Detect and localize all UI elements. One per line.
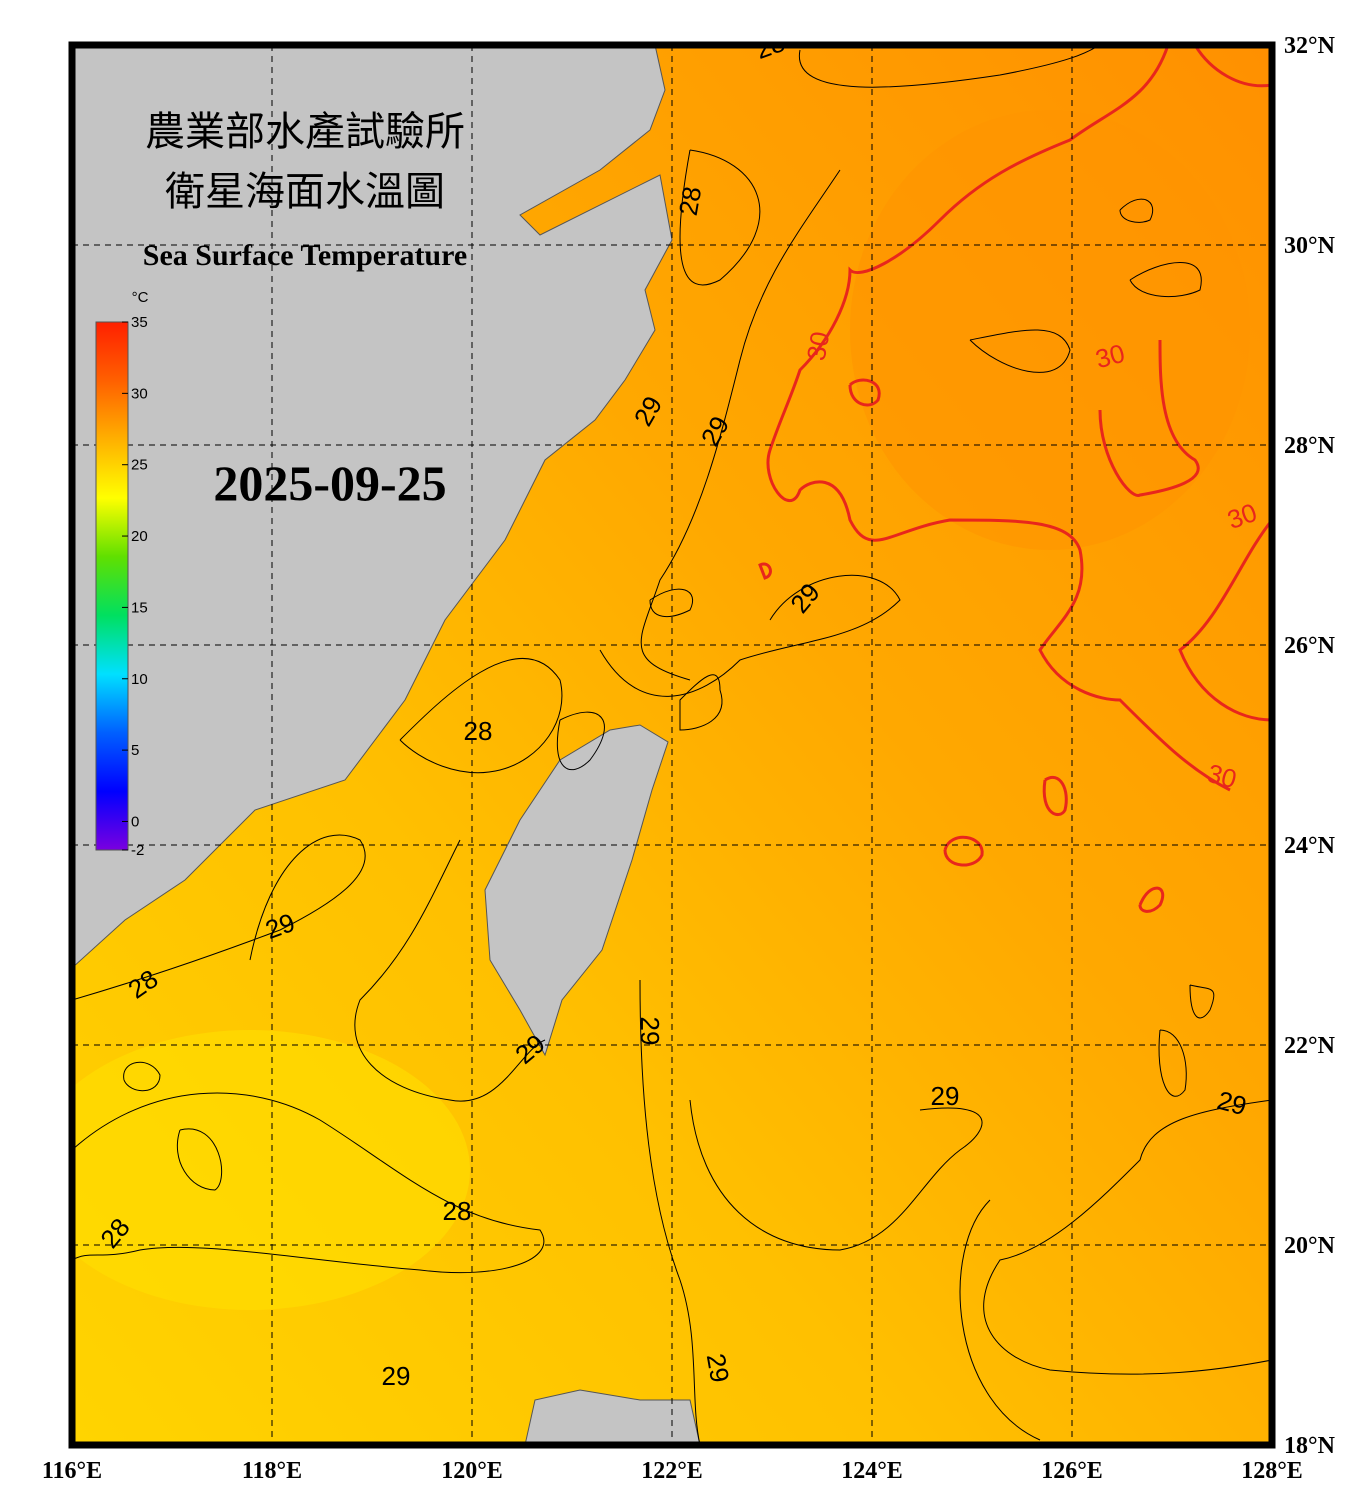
y-tick-label: 22°N xyxy=(1284,1033,1336,1059)
colorbar-tick-label: -2 xyxy=(131,842,144,859)
y-tick-label: 32°N xyxy=(1284,33,1336,59)
contour-label: 29 xyxy=(931,1081,960,1111)
axes: 116°E 118°E 120°E 122°E 124°E 126°E 128°E18°N 2… xyxy=(42,33,1336,1484)
y-tick-label: 30°N xyxy=(1284,233,1336,259)
colorbar-tick-label: 0 xyxy=(131,813,139,830)
contour-label: 28 xyxy=(673,184,708,218)
colorbar xyxy=(95,321,129,851)
x-tick-label: 128°E xyxy=(1241,1458,1303,1484)
colorbar-tick-label: 10 xyxy=(131,671,148,688)
title-zh: 農業部水產試驗所 xyxy=(145,109,465,154)
colorbar-tick-label: 35 xyxy=(131,314,148,331)
x-tick-label: 120°E xyxy=(441,1458,503,1484)
colorbar-tick-label: 5 xyxy=(131,742,139,759)
contour-label: 28 xyxy=(443,1196,472,1226)
contour-label: 29 xyxy=(382,1361,411,1391)
x-tick-label: 126°E xyxy=(1041,1458,1103,1484)
y-tick-label: 24°N xyxy=(1284,833,1336,859)
contour-label: 29 xyxy=(635,1017,665,1046)
x-tick-label: 116°E xyxy=(42,1458,102,1484)
cool-patch xyxy=(72,1030,470,1310)
y-tick-label: 26°N xyxy=(1284,633,1336,659)
y-tick-label: 18°N xyxy=(1284,1433,1336,1459)
land-taiwan xyxy=(484,724,669,1057)
contours-30 xyxy=(758,45,1272,913)
y-tick-label: 20°N xyxy=(1284,1233,1336,1259)
subtitle-zh: 衛星海面水溫圖 xyxy=(165,169,445,214)
x-tick-label: 122°E xyxy=(641,1458,703,1484)
map-frame xyxy=(68,41,1276,1449)
contours-black xyxy=(72,45,1272,1445)
contour-label: 28 xyxy=(464,716,493,746)
graticule xyxy=(72,45,1272,1445)
land-china xyxy=(72,45,673,969)
colorbar-tick-label: 25 xyxy=(131,457,148,474)
colorbar-tick-label: 20 xyxy=(131,528,148,545)
x-tick-label: 118°E xyxy=(242,1458,302,1484)
colorbar-tick-label: 15 xyxy=(131,599,148,616)
colorbar-unit: °C xyxy=(132,289,149,306)
contour-label: 29 xyxy=(701,1351,736,1385)
x-tick-label: 124°E xyxy=(841,1458,903,1484)
date: 2025-09-25 xyxy=(213,455,446,511)
y-tick-label: 28°N xyxy=(1284,433,1336,459)
warm-patch xyxy=(850,110,1250,550)
contour-label: 30 xyxy=(801,329,836,363)
title-en: Sea Surface Temperature xyxy=(143,239,467,272)
colorbar-tick-label: 30 xyxy=(131,385,148,402)
land-luzon xyxy=(524,1389,701,1445)
